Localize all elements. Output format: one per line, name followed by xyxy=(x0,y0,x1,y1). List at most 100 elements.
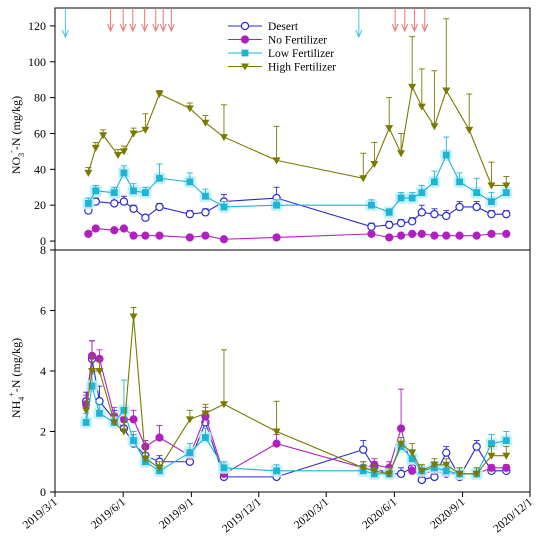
data-point xyxy=(141,213,150,222)
data-point xyxy=(442,448,451,457)
data-point xyxy=(502,463,511,472)
data-point xyxy=(155,91,164,99)
data-point xyxy=(201,410,210,418)
data-point xyxy=(141,126,150,134)
data-point xyxy=(417,208,427,217)
legend-entry: No Fertilizer xyxy=(268,35,327,47)
data-point xyxy=(455,470,464,478)
data-point xyxy=(408,449,417,457)
data-point xyxy=(487,463,496,472)
data-point xyxy=(185,209,195,219)
data-point xyxy=(272,439,281,448)
data-point xyxy=(201,231,210,240)
fertilization-arrow-head xyxy=(129,23,137,33)
y-tick-label: 8 xyxy=(40,243,46,257)
data-point xyxy=(502,209,511,219)
legend-entry: Low Fertilizer xyxy=(268,48,334,60)
data-point xyxy=(367,222,376,231)
data-point xyxy=(219,401,228,409)
y-label-sub: 4 xyxy=(17,397,26,401)
data-point xyxy=(472,470,481,478)
data-point xyxy=(186,449,194,457)
plot-frame xyxy=(54,249,531,493)
data-point xyxy=(502,452,511,460)
data-point xyxy=(396,469,406,479)
data-point xyxy=(129,231,138,240)
data-point xyxy=(431,178,438,186)
legend-marker xyxy=(240,35,250,44)
fertilization-arrow-head xyxy=(421,23,429,33)
data-point xyxy=(408,229,417,238)
data-point xyxy=(141,442,150,451)
data-point xyxy=(442,231,451,240)
data-point xyxy=(487,209,496,219)
fertilization-arrow-head xyxy=(141,23,149,33)
y-tick-label: 4 xyxy=(40,364,46,378)
data-point xyxy=(407,217,417,226)
data-point xyxy=(273,201,280,209)
data-point xyxy=(155,464,164,472)
data-point xyxy=(488,440,495,447)
data-point xyxy=(82,407,91,415)
data-point xyxy=(272,157,281,165)
data-point xyxy=(397,440,406,448)
x-tick-label: 2019/12/1 xyxy=(220,496,264,535)
y-label-main: NH xyxy=(9,400,23,418)
data-point xyxy=(456,178,464,186)
data-point xyxy=(455,202,464,212)
x-tick-label: 2019/9/1 xyxy=(157,496,196,532)
legend-entry: Desert xyxy=(268,21,299,33)
data-point xyxy=(370,467,379,475)
data-point xyxy=(430,231,439,240)
series-no-fertilizer xyxy=(84,224,511,244)
fertilization-arrow-head xyxy=(391,23,399,33)
data-point xyxy=(88,382,96,390)
data-point xyxy=(359,175,368,183)
legend-marker xyxy=(241,49,249,57)
y-tick-label: 6 xyxy=(40,304,46,318)
x-tick-label: 2019/3/1 xyxy=(21,496,60,532)
data-point xyxy=(430,209,439,219)
data-point xyxy=(119,148,128,156)
fertilization-arrow-head xyxy=(119,23,127,33)
fertilization-arrow-head xyxy=(159,23,167,33)
data-point xyxy=(408,83,417,91)
data-point xyxy=(430,123,439,131)
data-point xyxy=(99,132,108,140)
data-point xyxy=(201,208,210,217)
series-line xyxy=(87,85,507,187)
data-point xyxy=(385,470,394,478)
data-point xyxy=(502,189,510,197)
data-point xyxy=(91,224,100,233)
data-point xyxy=(155,202,164,212)
legend-entry: High Fertilizer xyxy=(268,62,336,74)
data-point xyxy=(368,201,375,209)
fertilization-arrow-head xyxy=(410,23,418,33)
data-point xyxy=(110,226,119,235)
data-point xyxy=(442,461,451,469)
y-tick-label: 0 xyxy=(40,485,46,499)
data-point xyxy=(359,464,368,472)
fertilization-arrow-head xyxy=(152,23,160,33)
data-point xyxy=(442,87,451,95)
nitrate-panel: 0 20 40 60 80 100 120 NO3--N (mg/kg) xyxy=(7,7,531,251)
irrigation-arrow-head xyxy=(61,29,69,39)
data-point xyxy=(141,455,150,463)
y-tick-label: 0 xyxy=(40,234,46,248)
data-point xyxy=(110,419,119,427)
data-point xyxy=(272,428,281,436)
series-high-fertilizer xyxy=(84,18,511,190)
x-axis: 2019/3/1 2019/6/1 2019/9/1 2019/12/1 2020/3/… xyxy=(21,492,535,535)
data-point xyxy=(129,415,138,424)
data-point xyxy=(220,464,228,472)
data-point xyxy=(219,134,228,142)
data-point xyxy=(120,169,128,177)
y-label-sup: + xyxy=(7,392,16,397)
data-point xyxy=(84,199,92,207)
fertilization-arrow-head xyxy=(107,23,115,33)
data-point xyxy=(502,182,511,190)
data-point xyxy=(272,233,281,242)
series-line xyxy=(87,153,507,214)
